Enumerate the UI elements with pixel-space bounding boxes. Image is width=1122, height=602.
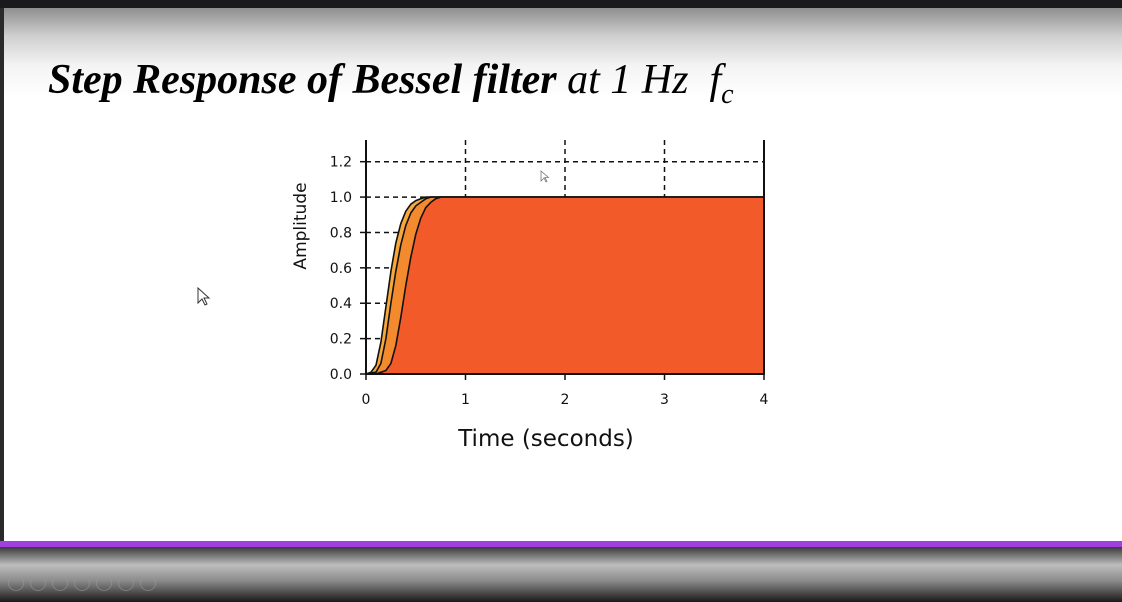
y-tick-label: 0.4: [330, 296, 352, 312]
x-axis-label: Time (seconds): [457, 426, 634, 452]
title-subscript: c: [721, 79, 734, 110]
play-icon[interactable]: [30, 575, 46, 591]
search-icon[interactable]: [74, 575, 90, 591]
series-layer: [365, 196, 765, 375]
y-tick-label: 0.2: [330, 332, 352, 348]
pen-icon[interactable]: [52, 575, 68, 591]
player-controls-bar: [0, 547, 1122, 602]
y-axis-label: Amplitude: [291, 182, 311, 269]
window-top-strip: [0, 0, 1122, 8]
menu-icon[interactable]: [140, 575, 156, 591]
x-tick-label: 4: [760, 392, 769, 408]
mouse-cursor-icon: [197, 287, 211, 306]
x-tick-label: 2: [561, 392, 570, 408]
title-symbol: f: [709, 57, 722, 103]
x-tick-label: 3: [660, 392, 669, 408]
step-response-chart: 0.0 0.2 0.4 0.6 0.8 1.0 1.2 0 1 2 3 4 Time (seconds…: [291, 140, 769, 452]
y-tick-label: 1.0: [330, 190, 352, 206]
slide-title: Step Response of Bessel filter at 1 Hz f…: [48, 56, 734, 111]
x-tick-label: 0: [362, 392, 371, 408]
x-tick-label: 1: [461, 392, 470, 408]
series-area-3: [365, 196, 765, 375]
pointer-marker-icon: [540, 170, 550, 183]
prev-icon[interactable]: [8, 575, 24, 591]
zoom-in-icon[interactable]: [96, 575, 112, 591]
y-tick-label: 0.8: [330, 225, 352, 241]
zoom-out-icon[interactable]: [118, 575, 134, 591]
window-left-edge: [0, 8, 4, 548]
ticks-layer: 0.0 0.2 0.4 0.6 0.8 1.0 1.2 0 1 2 3 4: [330, 155, 769, 408]
title-bold-part: Step Response of Bessel filter: [48, 57, 557, 103]
y-tick-label: 0.6: [330, 261, 352, 277]
y-tick-label: 1.2: [330, 155, 352, 171]
y-tick-label: 0.0: [330, 367, 352, 383]
video-progress-bar[interactable]: [0, 541, 1122, 547]
title-rest-part: at 1 Hz: [567, 57, 689, 103]
